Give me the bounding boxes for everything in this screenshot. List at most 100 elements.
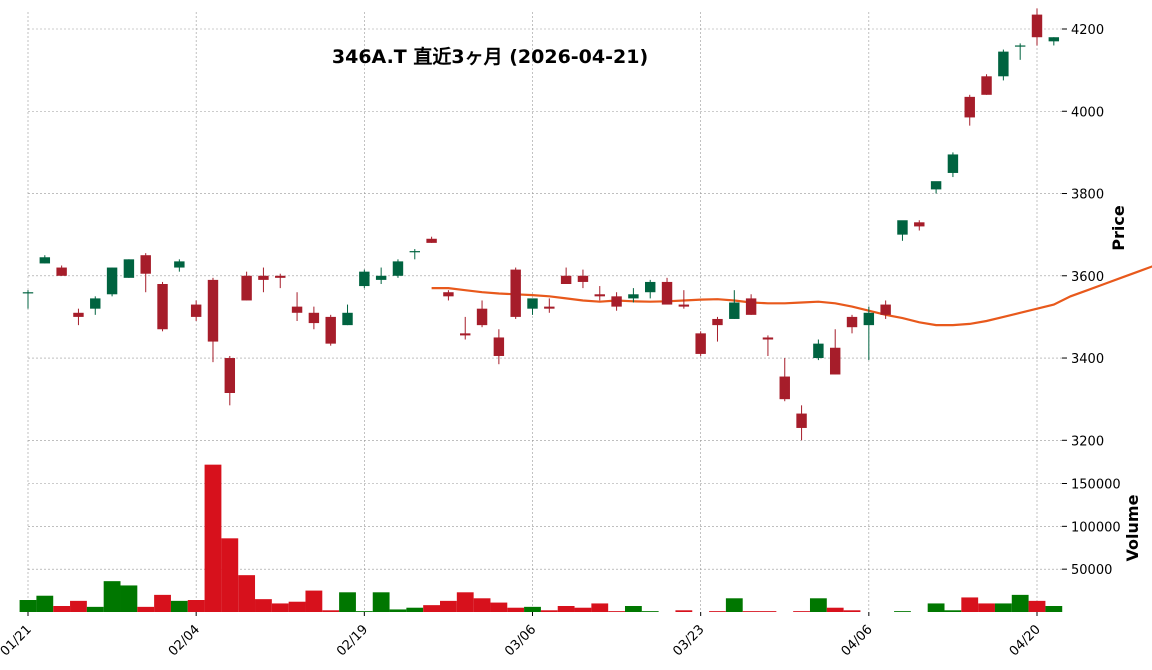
volume-bar [170, 600, 188, 612]
x-tick-label: 04/20 [1007, 622, 1044, 659]
volume-bar [927, 603, 945, 612]
volume-bar [793, 611, 810, 612]
candle-body [981, 76, 992, 95]
x-tick-label: 03/06 [502, 622, 539, 659]
candle-body [964, 96, 975, 118]
candle-body [544, 306, 555, 309]
candle-body [510, 269, 521, 317]
volume-bar [978, 603, 995, 612]
volume-bar [53, 606, 71, 612]
candle-body [645, 281, 656, 293]
candle-body [241, 275, 252, 301]
candle-body [863, 312, 875, 326]
candle-body [779, 376, 790, 400]
candle-body [930, 181, 942, 190]
volume-bar [70, 600, 87, 612]
volume-axis-title: Volume [1123, 494, 1142, 561]
volume-bar [574, 607, 592, 612]
volume-bar [524, 606, 541, 612]
volume-bar [557, 606, 575, 612]
x-tick-label: 02/19 [334, 622, 371, 659]
volume-bar [322, 610, 340, 612]
volume-bar [389, 609, 407, 612]
candle-body [308, 312, 320, 324]
candle-body [375, 275, 387, 280]
candle-body [897, 220, 908, 235]
candle-body [157, 284, 168, 330]
volume-bar [372, 592, 390, 612]
candle-body [359, 271, 370, 287]
volume-bar [490, 602, 508, 612]
volume-bar [709, 611, 726, 612]
candle-body [342, 312, 353, 326]
candle-body [22, 292, 34, 294]
volume-bar [120, 585, 138, 612]
volume-bar [339, 592, 356, 612]
candle-body [190, 304, 202, 317]
volume-tick-label: 50000 [1071, 563, 1112, 578]
candle-body [712, 318, 723, 326]
volume-bar [473, 598, 491, 612]
volume-bar [540, 610, 558, 612]
volume-bar [456, 592, 474, 612]
candle-body [998, 51, 1009, 77]
volume-bar [961, 597, 979, 612]
candle-body [577, 275, 589, 282]
candle-body [829, 347, 841, 375]
candle-body [409, 251, 420, 253]
volume-bar [994, 603, 1012, 612]
volume-bar [271, 603, 289, 612]
candle-body [880, 304, 891, 315]
volume-bar [675, 610, 693, 612]
candle-body [846, 316, 858, 328]
x-tick-label: 02/04 [166, 622, 203, 659]
candle-body [611, 296, 622, 307]
volume-bar [725, 598, 743, 612]
moving-average-layer [431, 265, 1152, 327]
candle-body [392, 261, 404, 276]
candle-body [560, 275, 572, 284]
candle-body [527, 298, 538, 309]
volume-bar [1011, 594, 1029, 612]
candle-body [56, 267, 67, 276]
volume-bar [1045, 606, 1063, 612]
volume-tick-label: 100000 [1071, 520, 1121, 535]
candle-body [224, 358, 236, 393]
volume-bar [86, 606, 104, 612]
x-tick-label: 04/06 [839, 622, 876, 659]
candle-body [493, 337, 505, 356]
volume-tick-label: 150000 [1071, 478, 1121, 493]
candle-body [325, 316, 336, 344]
volume-bar [826, 607, 844, 612]
candle-body [594, 294, 605, 297]
price-tick-label: 3600 [1071, 270, 1104, 285]
candle-body [291, 306, 303, 313]
volume-bar [894, 611, 911, 612]
volume-bar [355, 611, 373, 612]
volume-bar [137, 606, 155, 612]
volume-bar [406, 607, 424, 612]
volume-bar [1028, 600, 1046, 612]
volume-bar [624, 606, 642, 612]
volume-bar [255, 599, 272, 612]
candle-body [661, 281, 673, 305]
candle-body [947, 154, 959, 173]
volume-bar [608, 611, 625, 612]
candle-body [106, 267, 118, 295]
candle-body [796, 413, 807, 428]
volume-bars [19, 464, 1063, 612]
volume-bar [641, 611, 659, 612]
candle-body [1014, 45, 1026, 47]
candle-body [729, 302, 740, 319]
price-tick-label: 4200 [1071, 23, 1104, 38]
volume-bar [742, 611, 760, 612]
axis-ticks: 01/21 02/04 02/19 03/06 03/23 04/06 04/20 3200 3… [0, 23, 1121, 659]
candle-body [476, 308, 488, 326]
price-tick-label: 4000 [1071, 105, 1104, 120]
volume-bar [238, 575, 256, 612]
candle-body [745, 298, 757, 315]
candle-body [914, 222, 925, 227]
candle-body [275, 275, 286, 278]
candle-body [443, 292, 454, 297]
